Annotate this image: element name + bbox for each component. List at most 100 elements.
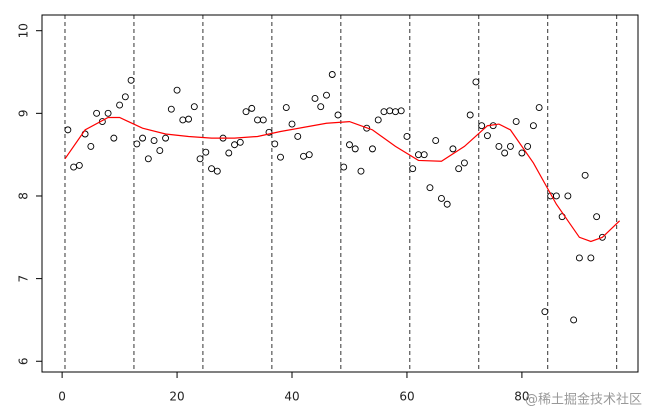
point — [156, 147, 164, 154]
y-tick-label: 8 — [17, 192, 31, 200]
point — [87, 142, 95, 150]
point — [564, 192, 572, 200]
point — [593, 213, 601, 221]
point — [271, 140, 279, 148]
point — [173, 86, 181, 94]
point — [351, 145, 359, 153]
point — [420, 151, 428, 159]
point — [300, 152, 307, 160]
point — [179, 116, 187, 124]
point — [334, 111, 342, 119]
point — [139, 134, 147, 142]
point — [282, 104, 290, 112]
point — [512, 118, 520, 126]
point — [288, 120, 296, 128]
x-tick-label: 40 — [284, 390, 299, 404]
watermark: @稀土掘金技术社区 — [525, 392, 642, 408]
point — [472, 78, 480, 86]
x-tick-label: 20 — [169, 390, 184, 404]
x-tick-label: 80 — [514, 390, 529, 404]
point — [144, 155, 152, 163]
point — [460, 159, 468, 167]
point — [305, 151, 313, 159]
point — [426, 184, 434, 192]
point — [75, 161, 83, 169]
point — [535, 104, 543, 112]
smooth-line — [64, 116, 621, 243]
point — [340, 163, 348, 171]
point — [409, 165, 417, 173]
point — [259, 116, 267, 124]
point — [328, 71, 336, 78]
point — [374, 116, 382, 124]
point — [311, 95, 319, 102]
point — [150, 137, 158, 145]
point — [369, 145, 376, 153]
point — [478, 122, 486, 130]
point — [552, 192, 560, 200]
point — [529, 122, 537, 130]
point — [541, 308, 549, 316]
point — [380, 108, 388, 116]
point — [397, 107, 405, 115]
point — [357, 167, 365, 175]
y-tick-label: 7 — [17, 275, 31, 283]
point — [449, 145, 457, 153]
point — [127, 76, 135, 84]
point — [581, 171, 589, 179]
y-tick-label: 9 — [17, 110, 31, 118]
point — [323, 91, 330, 99]
point — [202, 148, 210, 156]
point — [104, 109, 112, 117]
point — [242, 108, 250, 116]
y-tick-label: 6 — [17, 357, 31, 365]
point — [483, 132, 491, 140]
point — [196, 155, 204, 163]
point — [121, 93, 129, 101]
point — [403, 133, 411, 140]
point — [346, 141, 353, 149]
point — [208, 165, 215, 173]
point — [501, 149, 509, 157]
point — [598, 233, 606, 241]
point — [185, 115, 193, 123]
point — [415, 151, 422, 159]
point — [225, 149, 233, 157]
point — [495, 142, 503, 150]
point — [93, 109, 101, 117]
point — [524, 142, 532, 150]
point — [162, 134, 170, 142]
point — [231, 141, 238, 149]
point — [587, 254, 595, 262]
point — [575, 254, 583, 262]
x-tick-label: 0 — [58, 390, 66, 404]
point — [317, 103, 325, 111]
point — [167, 105, 175, 113]
point — [432, 137, 440, 145]
y-tick-label: 10 — [17, 23, 31, 38]
point — [437, 195, 445, 202]
point — [518, 149, 526, 157]
point — [110, 134, 118, 142]
point — [116, 101, 124, 109]
point — [466, 111, 474, 119]
point — [254, 116, 261, 124]
point — [236, 138, 244, 146]
point — [190, 103, 198, 111]
point — [133, 140, 141, 148]
point — [70, 163, 78, 171]
point — [213, 167, 221, 175]
point — [443, 200, 451, 208]
x-tick-label: 60 — [399, 390, 414, 404]
point — [455, 165, 463, 173]
point — [570, 316, 578, 324]
point — [363, 124, 371, 132]
point — [506, 142, 514, 150]
point — [277, 153, 284, 161]
point — [392, 108, 399, 116]
point — [294, 133, 302, 140]
point — [248, 104, 256, 112]
plot-frame — [41, 14, 639, 373]
point — [64, 126, 72, 134]
